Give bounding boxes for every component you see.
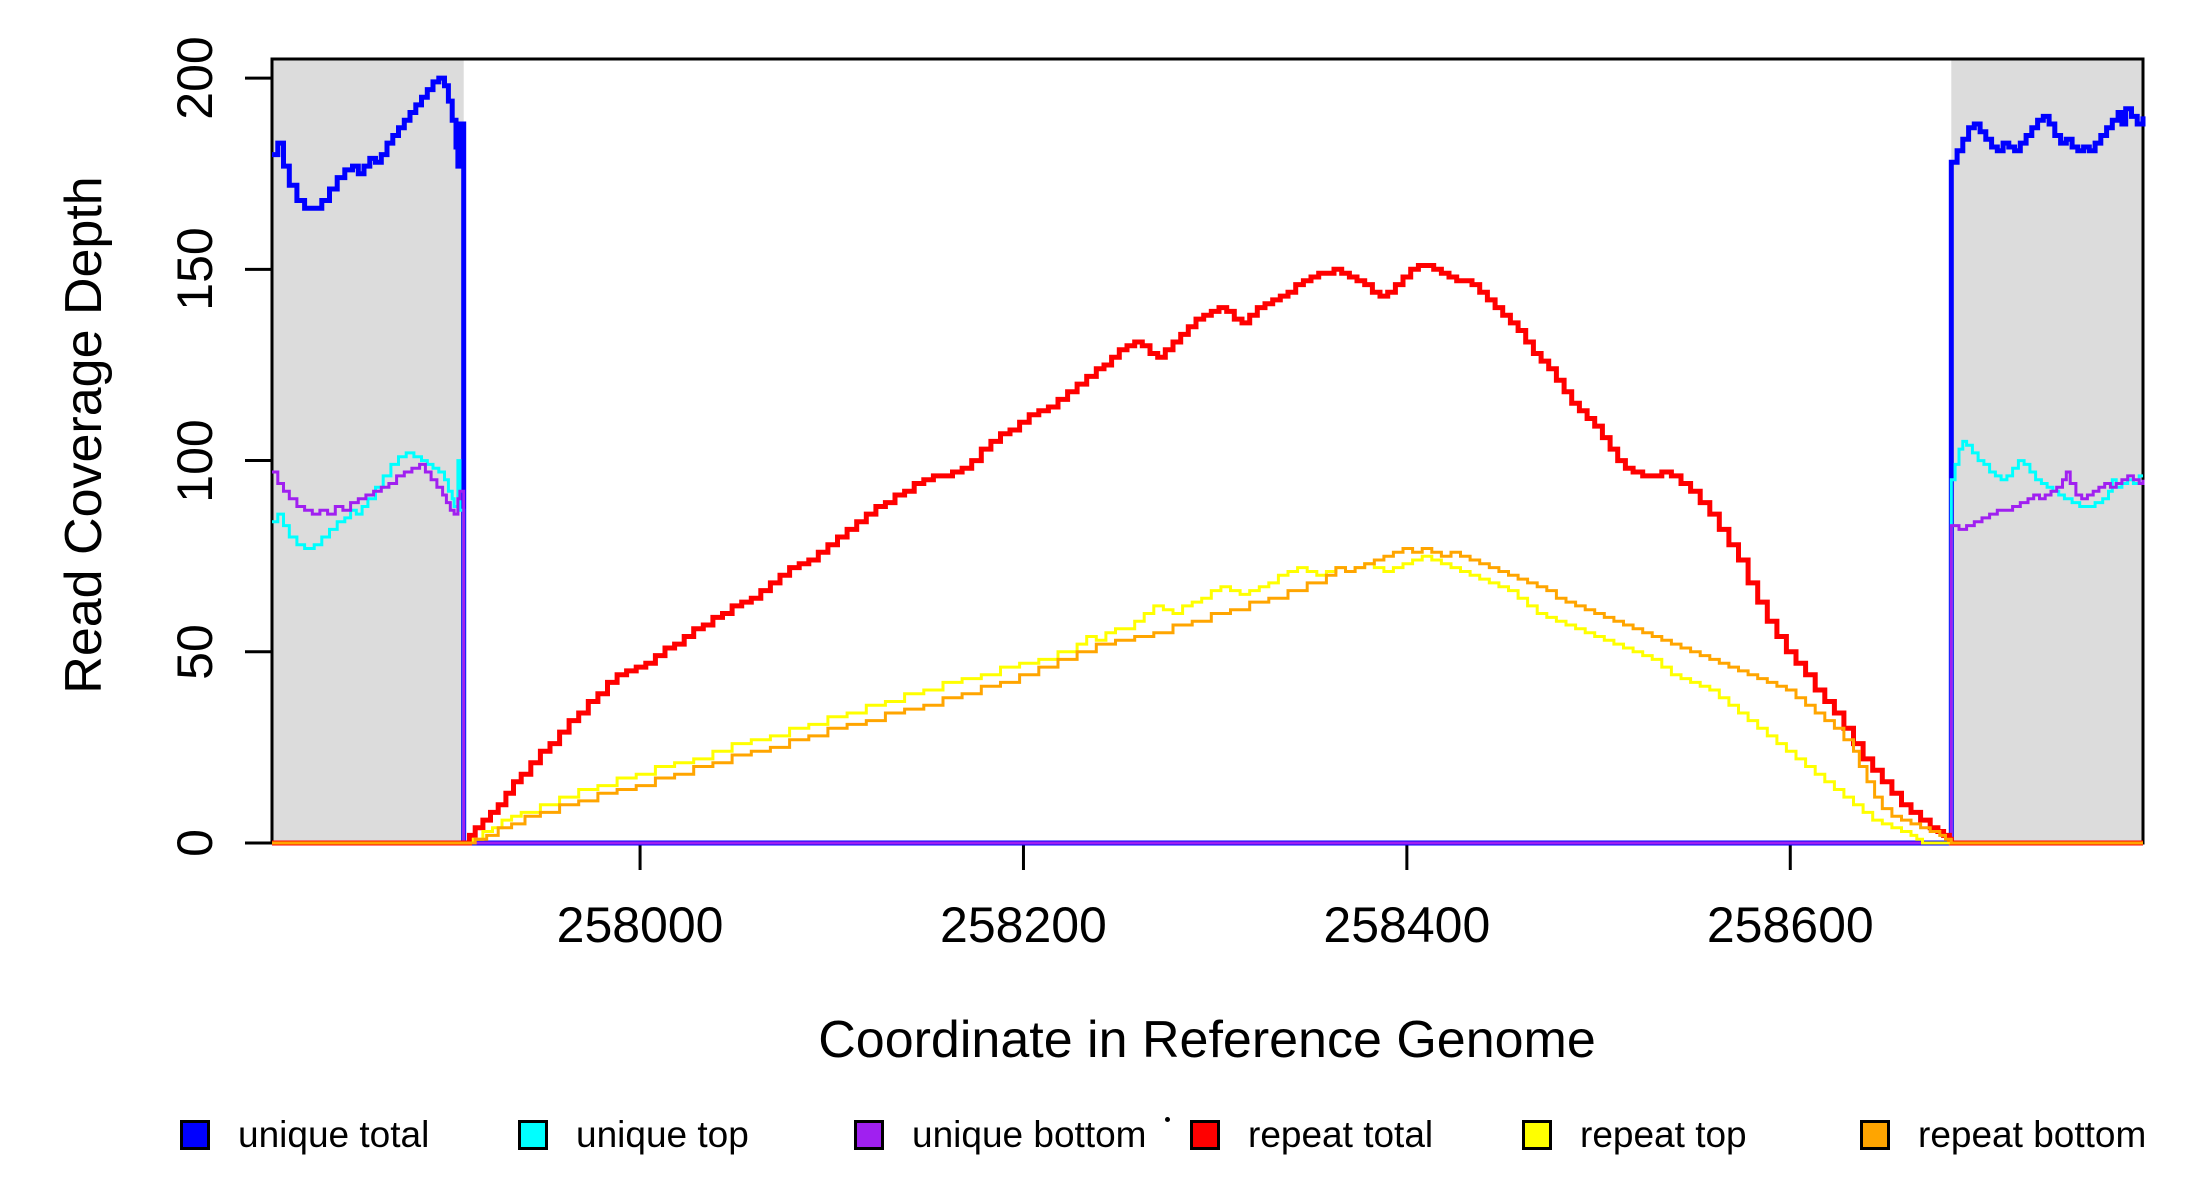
series-unique-total: [272, 75, 2146, 846]
unique-region-shading: [272, 59, 464, 843]
legend-label: unique top: [576, 1114, 749, 1155]
stray-dot-artifact: [1165, 1117, 1170, 1122]
y-tick-label: 150: [167, 227, 223, 312]
x-tick-label: 258400: [1323, 897, 1491, 953]
y-tick-label: 0: [167, 829, 223, 857]
x-tick-label: 258000: [556, 897, 724, 953]
x-axis-title: Coordinate in Reference Genome: [818, 1011, 1596, 1069]
series-repeat-top: [272, 554, 2143, 845]
y-axis-title: Read Coverage Depth: [55, 176, 113, 694]
series-repeat-bottom: [272, 547, 2143, 845]
legend-label: repeat total: [1248, 1114, 1434, 1155]
plot-box: [270, 57, 2145, 845]
y-tick-label: 200: [167, 36, 223, 120]
x-tick-label: 258200: [940, 897, 1107, 953]
legend-label: unique bottom: [912, 1114, 1147, 1155]
legend-label: unique total: [238, 1114, 430, 1155]
legend-entry-repeat-bottom: repeat bottom: [1860, 1114, 2146, 1155]
legend-swatch-icon: [180, 1120, 210, 1150]
legend-entry-unique-bottom: unique bottom: [854, 1114, 1147, 1155]
legend-label: repeat bottom: [1918, 1114, 2147, 1155]
legend-entry-repeat-total: repeat total: [1190, 1114, 1433, 1155]
unique-region-shading: [1951, 59, 2143, 843]
legend-swatch-icon: [854, 1120, 884, 1150]
legend-swatch-icon: [1522, 1120, 1552, 1150]
legend-entry-unique-top: unique top: [518, 1114, 749, 1155]
legend-entry-unique-total: unique total: [180, 1114, 429, 1155]
legend-swatch-icon: [1860, 1120, 1890, 1150]
x-tick-label: 258600: [1706, 897, 1874, 953]
series-unique-bottom: [272, 462, 2145, 845]
y-tick-label: 50: [167, 623, 223, 680]
series-repeat-total: [272, 263, 2143, 846]
series-unique-top: [272, 439, 2143, 845]
legend-entry-repeat-top: repeat top: [1522, 1114, 1747, 1155]
legend-label: repeat top: [1580, 1114, 1747, 1155]
y-tick-label: 100: [167, 418, 223, 503]
legend-swatch-icon: [1190, 1120, 1220, 1150]
legend-swatch-icon: [518, 1120, 548, 1150]
